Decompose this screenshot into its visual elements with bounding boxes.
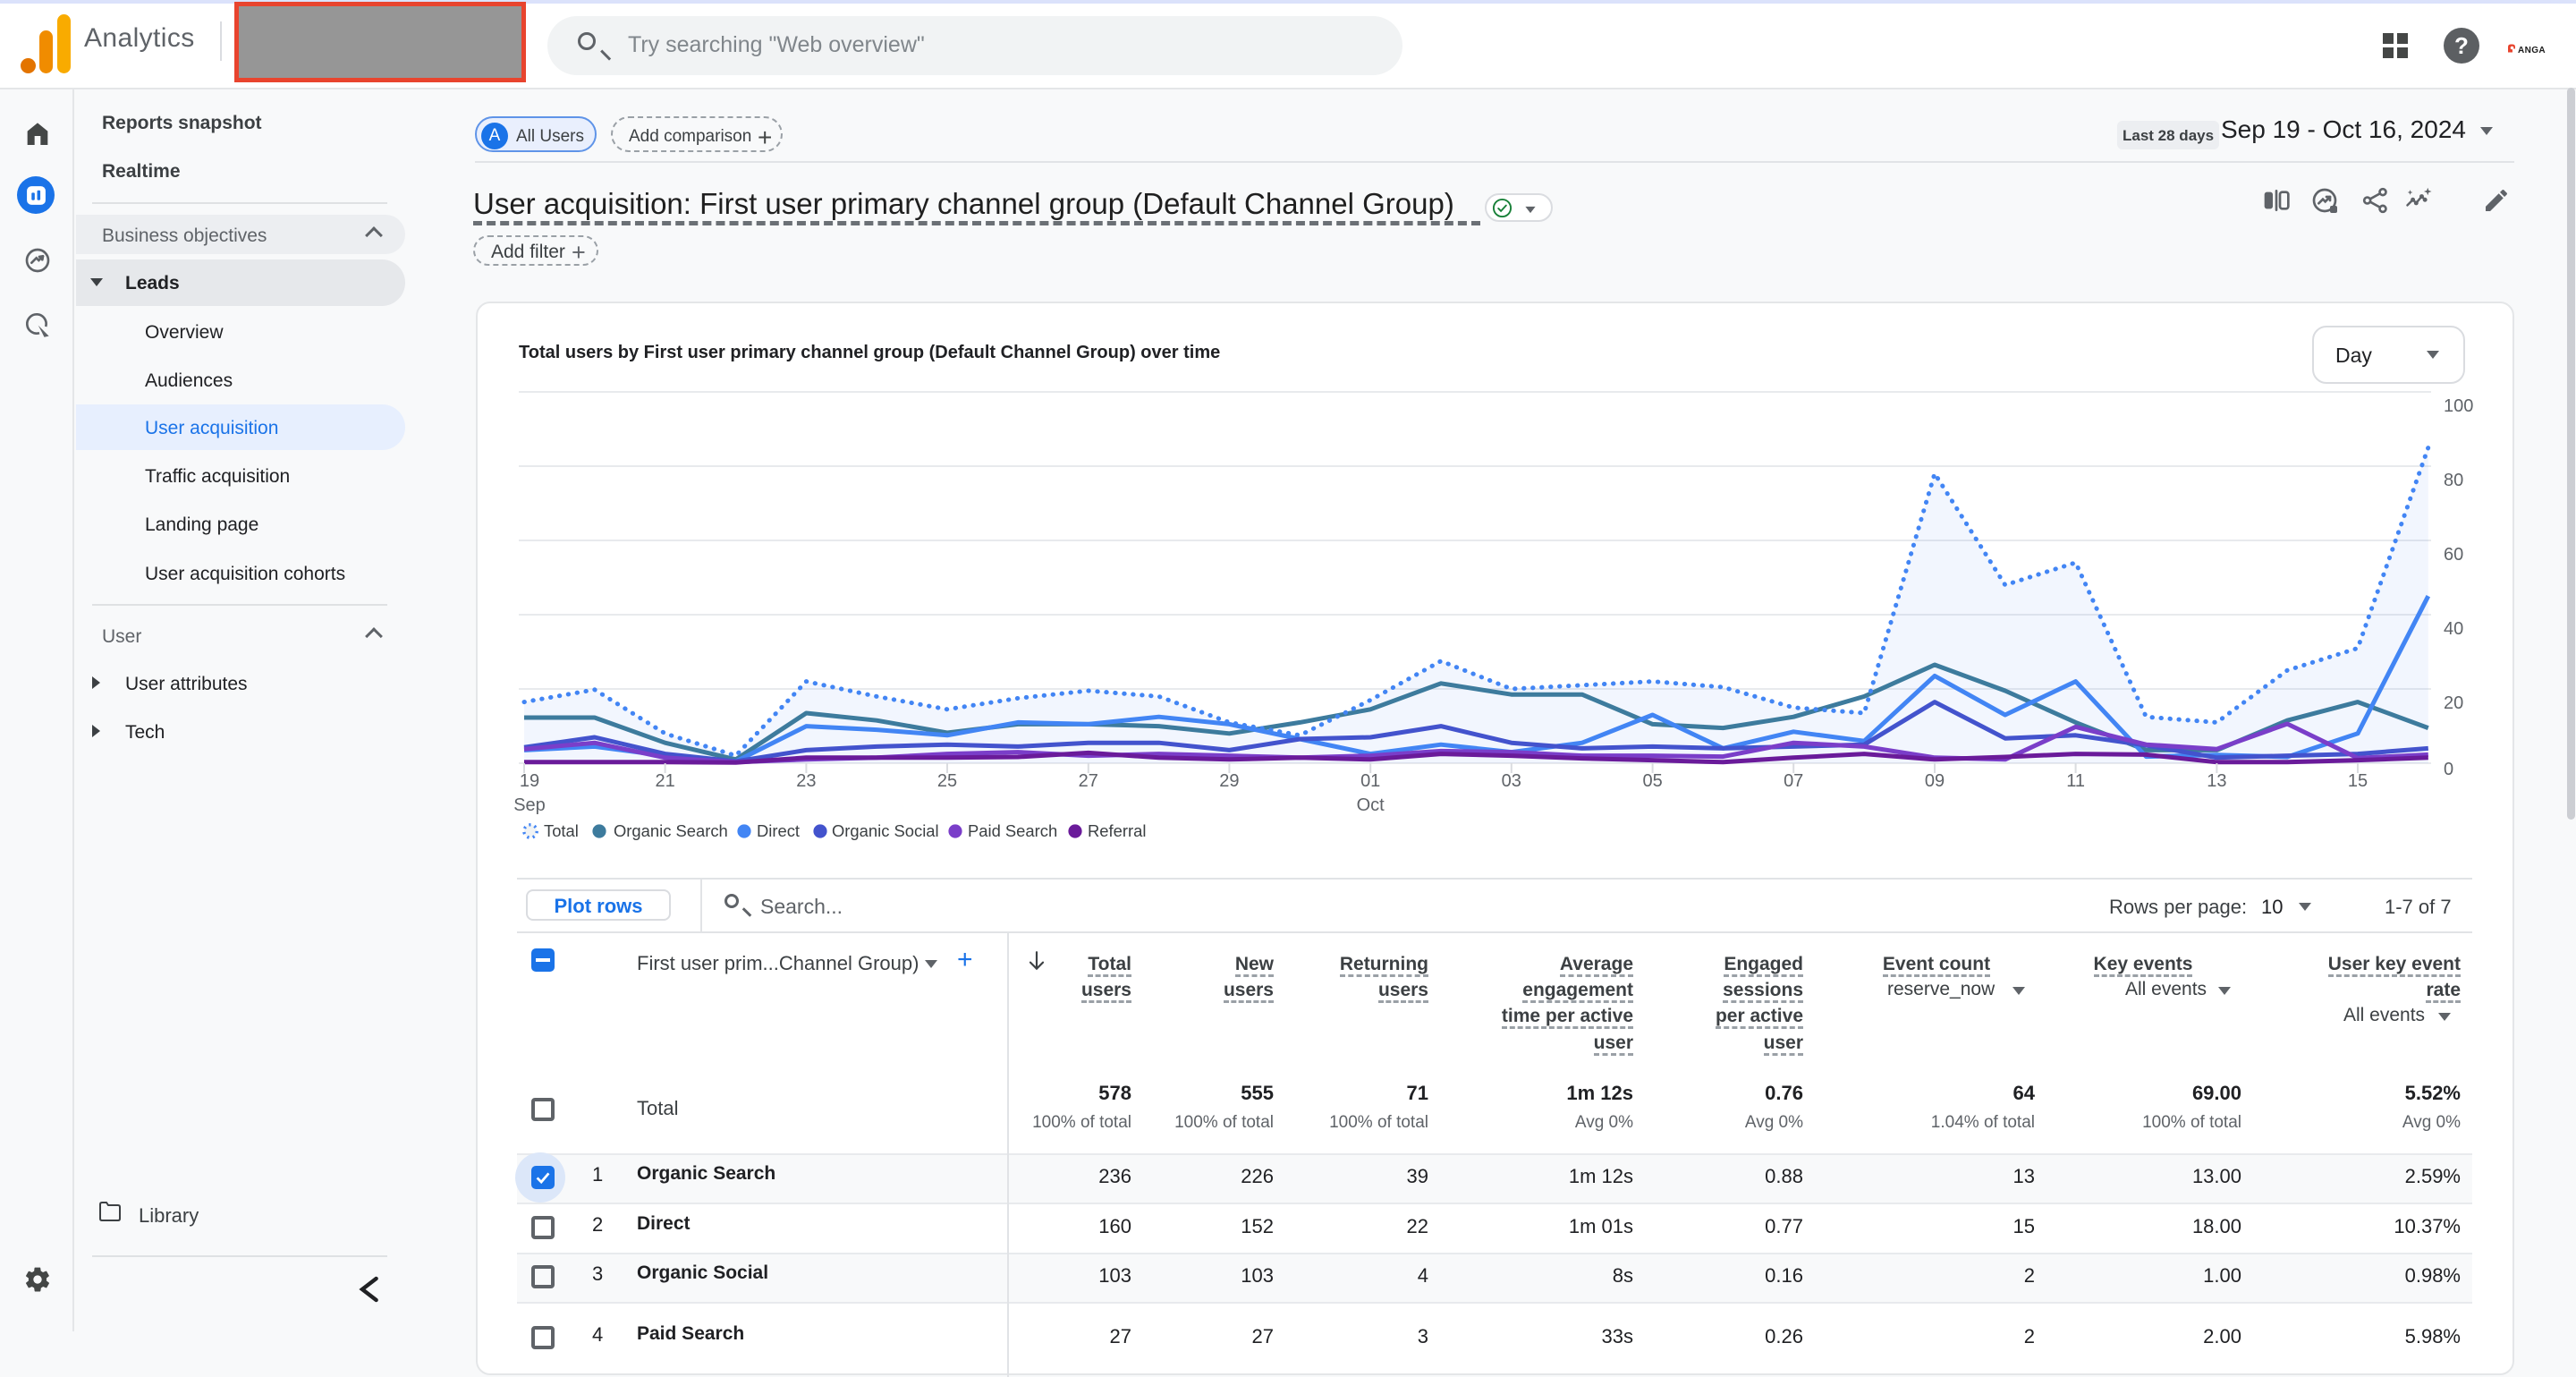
svg-text:01: 01 [1360, 771, 1380, 791]
svg-text:09: 09 [1925, 771, 1945, 791]
svg-text:Total: Total [544, 821, 579, 840]
svg-text:15: 15 [2348, 771, 2368, 791]
svg-text:40: 40 [2444, 619, 2463, 639]
svg-text:27: 27 [1079, 771, 1098, 791]
svg-text:Referral: Referral [1088, 821, 1146, 840]
svg-text:07: 07 [1784, 771, 1803, 791]
svg-text:13: 13 [2207, 771, 2226, 791]
svg-text:100: 100 [2444, 396, 2473, 416]
svg-text:Oct: Oct [1357, 795, 1385, 815]
svg-text:80: 80 [2444, 471, 2463, 490]
svg-text:29: 29 [1219, 771, 1239, 791]
svg-text:60: 60 [2444, 545, 2463, 565]
svg-text:23: 23 [796, 771, 816, 791]
svg-text:Sep: Sep [513, 795, 546, 815]
svg-text:21: 21 [655, 771, 674, 791]
svg-text:25: 25 [937, 771, 957, 791]
svg-text:03: 03 [1502, 771, 1521, 791]
svg-text:11: 11 [2066, 771, 2085, 791]
svg-text:Organic Search: Organic Search [614, 821, 728, 840]
svg-text:19: 19 [520, 771, 539, 791]
svg-text:20: 20 [2444, 693, 2463, 713]
svg-text:05: 05 [1642, 771, 1662, 791]
svg-text:Organic Social: Organic Social [832, 821, 939, 840]
svg-text:0: 0 [2444, 760, 2453, 779]
svg-text:Direct: Direct [757, 821, 800, 840]
svg-text:Paid Search: Paid Search [968, 821, 1057, 840]
